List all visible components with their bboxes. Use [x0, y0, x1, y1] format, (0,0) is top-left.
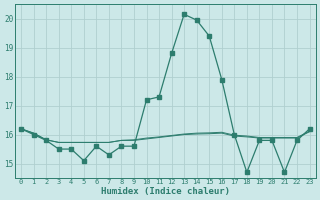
- X-axis label: Humidex (Indice chaleur): Humidex (Indice chaleur): [101, 187, 230, 196]
